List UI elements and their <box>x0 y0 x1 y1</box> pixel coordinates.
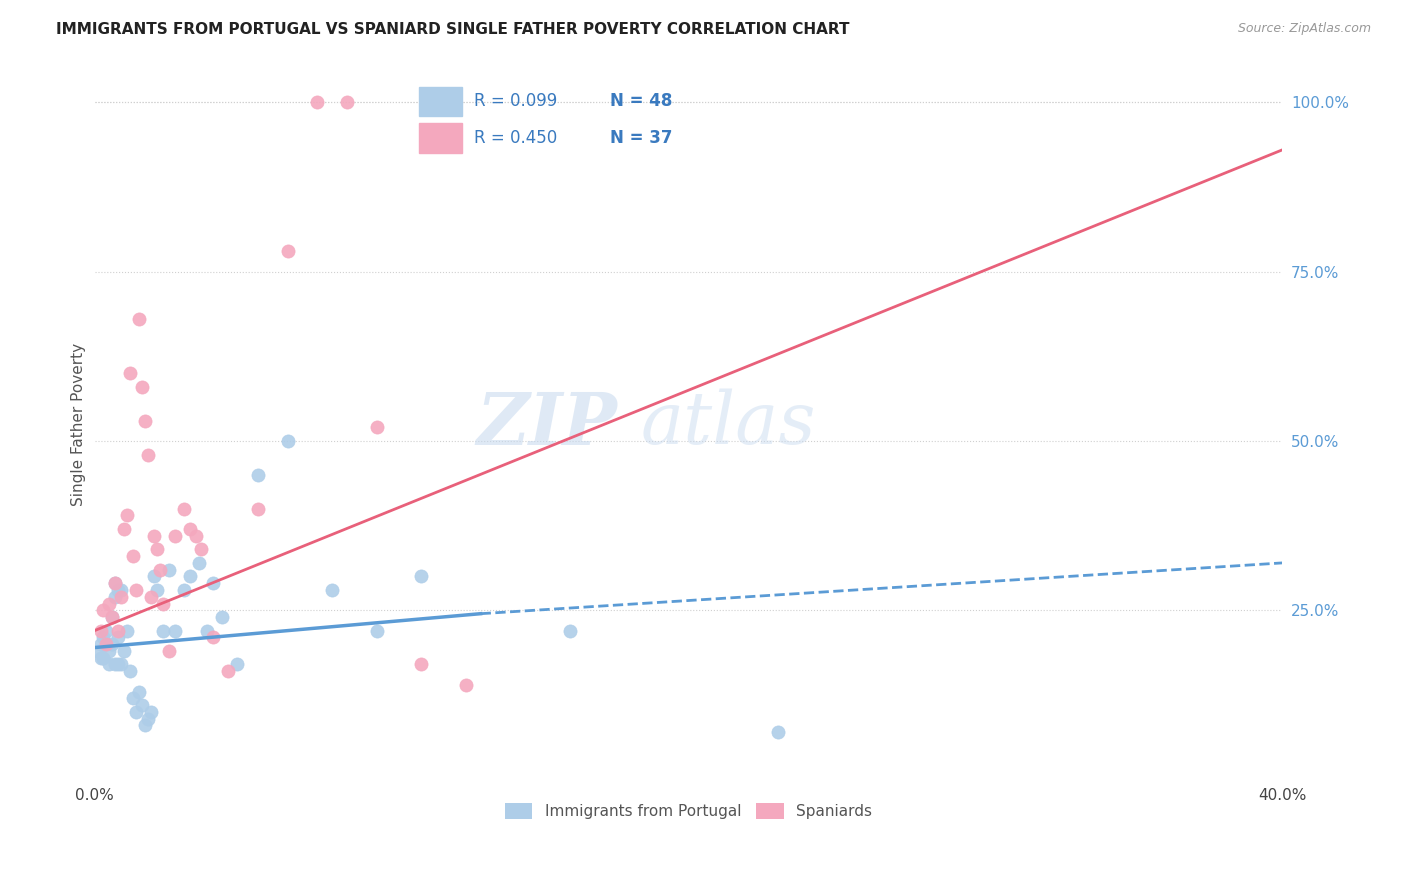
Point <box>277 244 299 259</box>
Point <box>179 569 201 583</box>
Point <box>202 576 225 591</box>
Point <box>110 582 132 597</box>
Point <box>157 563 180 577</box>
Point <box>89 637 111 651</box>
Point <box>104 576 127 591</box>
Point <box>157 644 180 658</box>
Point <box>131 698 153 712</box>
Point <box>125 582 148 597</box>
Point <box>139 705 162 719</box>
Point <box>146 582 169 597</box>
Point <box>411 569 433 583</box>
Point <box>98 644 121 658</box>
Point <box>115 508 138 523</box>
Point <box>110 657 132 672</box>
Point <box>179 522 201 536</box>
Point <box>366 420 388 434</box>
Point <box>110 590 132 604</box>
Point <box>134 718 156 732</box>
Point <box>96 624 118 638</box>
Point <box>107 624 129 638</box>
Point <box>187 556 209 570</box>
Point <box>146 542 169 557</box>
Point <box>143 569 166 583</box>
Point <box>149 563 172 577</box>
Y-axis label: Single Father Poverty: Single Father Poverty <box>72 343 86 506</box>
Point <box>246 467 269 482</box>
Point <box>558 624 581 638</box>
Point <box>173 501 195 516</box>
Point <box>321 582 343 597</box>
Point <box>134 414 156 428</box>
Point <box>101 610 124 624</box>
Point <box>211 610 233 624</box>
Point <box>190 542 212 557</box>
Point <box>217 665 239 679</box>
Point <box>98 597 121 611</box>
Point <box>307 95 329 110</box>
Point <box>336 95 359 110</box>
Point <box>101 610 124 624</box>
Point <box>107 631 129 645</box>
Point <box>107 582 129 597</box>
Point <box>163 624 186 638</box>
Point <box>122 549 145 563</box>
Point <box>107 657 129 672</box>
Point <box>98 657 121 672</box>
Point <box>96 637 118 651</box>
Point <box>112 522 135 536</box>
Point <box>96 637 118 651</box>
Point <box>125 705 148 719</box>
Point <box>120 366 142 380</box>
Text: Source: ZipAtlas.com: Source: ZipAtlas.com <box>1237 22 1371 36</box>
Point <box>152 624 174 638</box>
Legend: Immigrants from Portugal, Spaniards: Immigrants from Portugal, Spaniards <box>499 797 879 825</box>
Point <box>128 312 150 326</box>
Point <box>93 603 115 617</box>
Point <box>120 665 142 679</box>
Point <box>89 624 111 638</box>
Point <box>184 529 207 543</box>
Point <box>93 650 115 665</box>
Point <box>136 448 159 462</box>
Point <box>101 637 124 651</box>
Point <box>136 712 159 726</box>
Point <box>246 501 269 516</box>
Point <box>86 644 108 658</box>
Point <box>139 590 162 604</box>
Point <box>152 597 174 611</box>
Point <box>104 576 127 591</box>
Point <box>163 529 186 543</box>
Point <box>366 624 388 638</box>
Point <box>122 691 145 706</box>
Text: atlas: atlas <box>641 389 817 459</box>
Point <box>128 684 150 698</box>
Point <box>143 529 166 543</box>
Point <box>202 631 225 645</box>
Point <box>89 650 111 665</box>
Point <box>411 657 433 672</box>
Point <box>226 657 249 672</box>
Point <box>93 631 115 645</box>
Text: IMMIGRANTS FROM PORTUGAL VS SPANIARD SINGLE FATHER POVERTY CORRELATION CHART: IMMIGRANTS FROM PORTUGAL VS SPANIARD SIN… <box>56 22 849 37</box>
Point <box>766 725 789 739</box>
Point <box>104 657 127 672</box>
Point <box>112 644 135 658</box>
Point <box>173 582 195 597</box>
Text: ZIP: ZIP <box>477 389 617 459</box>
Point <box>454 678 477 692</box>
Point <box>197 624 219 638</box>
Point <box>277 434 299 448</box>
Point <box>131 380 153 394</box>
Point <box>115 624 138 638</box>
Point <box>104 590 127 604</box>
